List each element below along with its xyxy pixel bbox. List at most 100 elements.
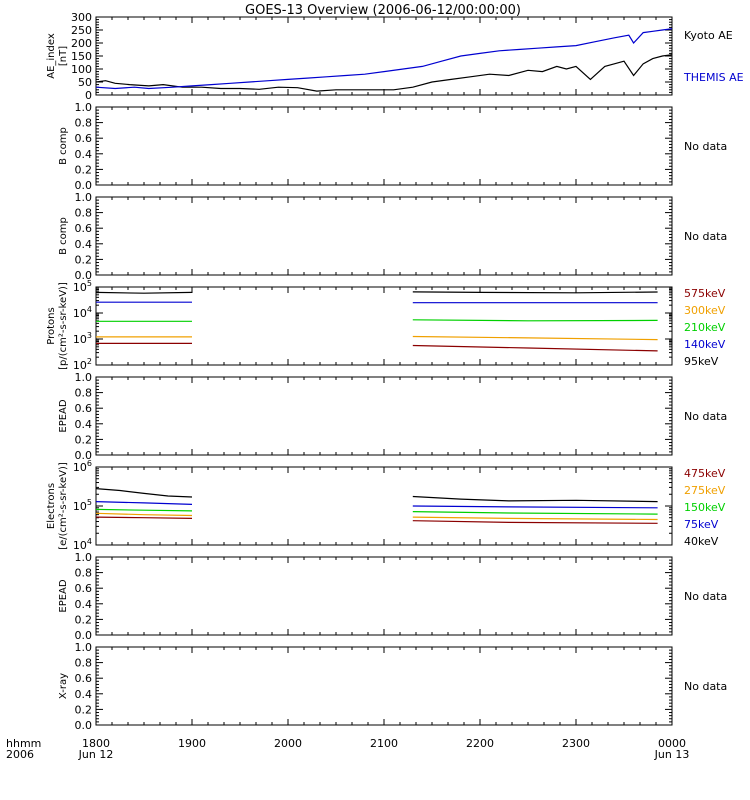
time-format-label: hhmm: [6, 737, 41, 750]
panel-frame: [95, 376, 673, 456]
y-tick-label: 200: [71, 37, 92, 50]
legend-entry: 475keV: [684, 467, 726, 480]
time-tick-label: 2300: [562, 737, 590, 750]
y-axis-label: EPEAD: [58, 399, 69, 433]
y-tick-label: 0: [85, 89, 92, 102]
y-axis-label: Protons: [46, 307, 57, 344]
legend-entry: 210keV: [684, 321, 726, 334]
panel-8: 0.0 0.2 0.4 0.6 0.8 1.0 X-ray No data: [58, 641, 727, 732]
panel-frame: [95, 106, 673, 186]
series-line-themis-ae: [95, 28, 673, 90]
y-tick-label: 0.0: [75, 179, 93, 192]
y-tick-exponent: 4: [87, 537, 92, 546]
y-tick-label: 0.2: [75, 703, 93, 716]
series-line-75kev: [412, 505, 658, 509]
figure-title: GOES-13 Overview (2006-06-12/00:00:00): [245, 3, 521, 18]
y-axis-label: AE_index: [46, 33, 57, 79]
y-tick-label: 0.0: [75, 449, 93, 462]
year-label: 2006: [6, 748, 34, 761]
y-tick-label: 105: [73, 279, 92, 294]
y-tick-base: 10: [73, 359, 87, 372]
y-tick-label: 0.4: [75, 598, 93, 611]
y-axis-label: X-ray: [58, 673, 69, 699]
y-tick-label: 0.6: [75, 582, 93, 595]
y-tick-base: 10: [73, 333, 87, 346]
y-tick-exponent: 2: [87, 357, 92, 366]
y-tick-label: 0.2: [75, 253, 93, 266]
y-tick-exponent: 5: [87, 498, 92, 507]
panel-frame: [95, 286, 673, 366]
y-tick-label: 102: [73, 357, 92, 372]
y-tick-label: 1.0: [75, 551, 93, 564]
y-tick-label: 104: [73, 305, 92, 320]
y-tick-label: 0.8: [75, 387, 93, 400]
y-tick-label: 1.0: [75, 191, 93, 204]
no-data-note: No data: [684, 230, 727, 243]
y-tick-label: 0.4: [75, 418, 93, 431]
y-axis-label: B comp: [58, 127, 69, 165]
y-tick-label: 0.8: [75, 657, 93, 670]
y-tick-exponent: 6: [87, 459, 92, 468]
time-tick-label: 1800: [82, 737, 110, 750]
no-data-note: No data: [684, 680, 727, 693]
panel-frame: [95, 556, 673, 636]
y-tick-label: 300: [71, 11, 92, 24]
y-tick-label: 0.6: [75, 222, 93, 235]
y-tick-label: 250: [71, 24, 92, 37]
y-tick-label: 0.6: [75, 402, 93, 415]
legend-entry: 40keV: [684, 535, 719, 548]
y-tick-label: 0.6: [75, 672, 93, 685]
panel-3: 0.0 0.2 0.4 0.6 0.8 1.0 B comp No data: [58, 191, 727, 282]
y-tick-base: 10: [73, 500, 87, 513]
y-tick-label: 0.0: [75, 629, 93, 642]
y-tick-label: 0.2: [75, 613, 93, 626]
legend-entry: THEMIS AE: [683, 71, 744, 84]
y-tick-label: 100: [71, 63, 92, 76]
series-line-475kev: [412, 520, 658, 524]
y-tick-label: 0.2: [75, 433, 93, 446]
y-tick-exponent: 5: [87, 279, 92, 288]
y-axis-label: Electrons: [46, 483, 57, 529]
panel-frame: [95, 466, 673, 546]
series-line-75kev: [95, 501, 193, 505]
y-tick-label: 103: [73, 331, 92, 346]
series-line-300kev: [412, 335, 658, 341]
legend-entry: 95keV: [684, 355, 719, 368]
y-tick-label: 104: [73, 537, 92, 552]
y-axis-label: [nT]: [58, 46, 69, 66]
y-tick-base: 10: [73, 461, 87, 474]
y-tick-label: 0.0: [75, 269, 93, 282]
series-line-150kev: [95, 508, 193, 512]
time-tick-label: 2000: [274, 737, 302, 750]
y-tick-label: 150: [71, 50, 92, 63]
time-tick-label: 1900: [178, 737, 206, 750]
series-line-150kev: [412, 511, 658, 515]
series-line-475kev: [95, 516, 193, 519]
y-tick-label: 0.4: [75, 148, 93, 161]
y-tick-label: 1.0: [75, 101, 93, 114]
panel-frame: [95, 646, 673, 726]
y-axis-label: [p/(cm²-s-sr-keV)]: [58, 282, 69, 370]
y-tick-label: 1.0: [75, 371, 93, 384]
y-axis-label: EPEAD: [58, 579, 69, 613]
series-line-40kev: [412, 495, 658, 503]
series-line-40kev: [95, 488, 193, 498]
panel-frame: [95, 196, 673, 276]
series-line-210kev: [412, 319, 658, 322]
y-tick-exponent: 4: [87, 305, 92, 314]
y-tick-label: 0.0: [75, 719, 93, 732]
y-tick-base: 10: [73, 307, 87, 320]
panel-frame: [95, 16, 673, 96]
y-tick-label: 1.0: [75, 641, 93, 654]
series-line-575kev: [412, 344, 658, 352]
time-tick-label: 2100: [370, 737, 398, 750]
y-tick-label: 0.4: [75, 238, 93, 251]
y-tick-base: 10: [73, 539, 87, 552]
y-tick-label: 0.8: [75, 117, 93, 130]
